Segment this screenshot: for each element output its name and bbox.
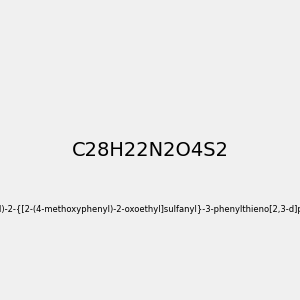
Text: C28H22N2O4S2: C28H22N2O4S2 (71, 140, 229, 160)
Text: 5-(4-methoxyphenyl)-2-{[2-(4-methoxyphenyl)-2-oxoethyl]sulfanyl}-3-phenylthieno[: 5-(4-methoxyphenyl)-2-{[2-(4-methoxyphen… (0, 206, 300, 214)
